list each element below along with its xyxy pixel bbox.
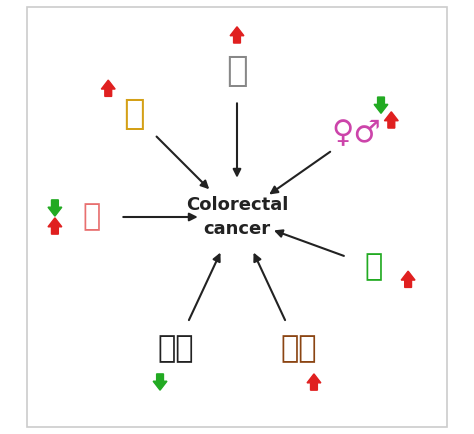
Text: 🚶: 🚶 — [123, 97, 145, 131]
FancyArrow shape — [230, 27, 244, 43]
Text: 🧓: 🧓 — [226, 54, 248, 89]
FancyArrow shape — [384, 112, 398, 128]
FancyArrow shape — [48, 218, 62, 234]
FancyArrow shape — [374, 97, 388, 113]
FancyArrow shape — [307, 374, 321, 390]
FancyArrow shape — [401, 271, 415, 287]
FancyArrow shape — [48, 200, 62, 216]
Text: 🧫: 🧫 — [82, 203, 100, 231]
Text: 🍖🍷: 🍖🍷 — [280, 335, 317, 364]
Text: Colorectal
cancer: Colorectal cancer — [186, 196, 288, 238]
Text: 🏃🍅: 🏃🍅 — [157, 335, 194, 364]
FancyArrow shape — [153, 374, 167, 390]
Text: ♀♂: ♀♂ — [331, 119, 381, 148]
Text: 🧬: 🧬 — [365, 252, 383, 281]
FancyArrow shape — [101, 80, 115, 96]
